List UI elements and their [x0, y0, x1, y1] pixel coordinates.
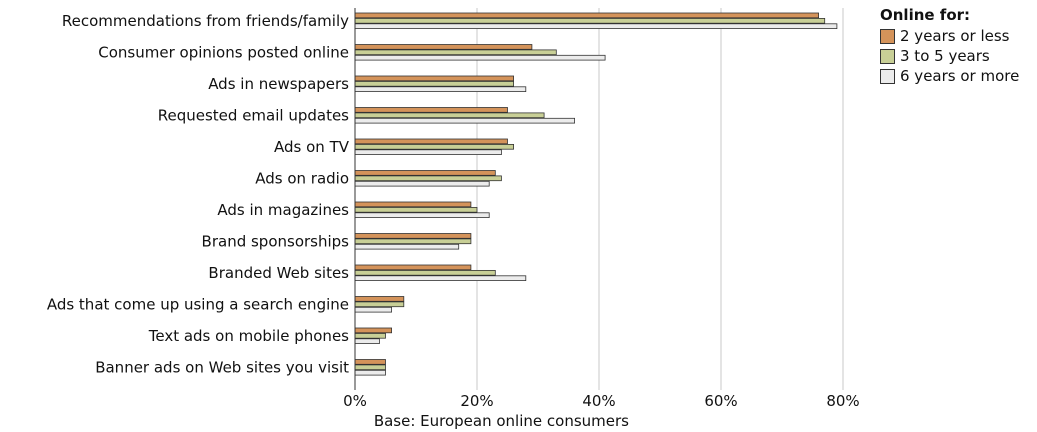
bar — [354, 264, 472, 271]
bar — [354, 81, 515, 87]
legend: Online for: 2 years or less 3 to 5 years… — [880, 6, 1019, 86]
bar — [354, 327, 392, 334]
category-label: Requested email updates — [158, 107, 349, 125]
bar — [354, 180, 490, 187]
bar — [354, 17, 826, 24]
x-tick-label: 60% — [704, 392, 737, 410]
bar — [354, 170, 496, 176]
bar — [354, 269, 496, 276]
x-tick-labels: 0% 20% 40% 60% 80% — [343, 392, 860, 410]
category-label: Branded Web sites — [208, 264, 349, 282]
category-label: Banner ads on Web sites you visit — [95, 359, 349, 377]
bar — [354, 107, 508, 113]
x-tick-label: 80% — [826, 392, 859, 410]
x-tick-label: 20% — [460, 392, 493, 410]
legend-swatch — [880, 68, 895, 84]
x-tick-label: 0% — [343, 392, 367, 410]
base-note: Base: European online consumers — [374, 412, 629, 430]
bar — [354, 12, 820, 19]
category-label: Consumer opinions posted online — [98, 44, 349, 62]
bar — [354, 112, 545, 119]
bar — [354, 75, 515, 82]
bars — [354, 12, 838, 376]
bar — [354, 23, 838, 29]
category-labels: Recommendations from friends/family Consu… — [47, 12, 350, 377]
bar — [354, 338, 380, 344]
bar — [354, 233, 472, 239]
bar — [354, 49, 557, 56]
bar — [354, 44, 533, 50]
bar — [354, 175, 502, 182]
legend-item-3-to-5-years: 3 to 5 years — [880, 46, 1019, 66]
category-label: Ads on radio — [255, 170, 349, 188]
bar — [354, 301, 405, 308]
bar — [354, 54, 606, 61]
bar — [354, 369, 386, 376]
legend-item-2-years-or-less: 2 years or less — [880, 26, 1019, 46]
category-label: Brand sponsorships — [202, 233, 350, 251]
bar — [354, 332, 386, 339]
gridlines — [476, 8, 844, 390]
legend-item-6-years-or-more: 6 years or more — [880, 66, 1019, 86]
bar — [354, 296, 405, 302]
bar — [354, 143, 515, 150]
category-label: Ads that come up using a search engine — [47, 296, 349, 314]
legend-label: 6 years or more — [900, 67, 1020, 85]
bar — [354, 243, 460, 250]
legend-label: 3 to 5 years — [900, 47, 990, 65]
category-label: Ads on TV — [274, 138, 350, 156]
legend-swatch — [880, 48, 895, 64]
bar — [354, 86, 527, 93]
bar — [354, 238, 472, 245]
bar — [354, 359, 386, 365]
bar — [354, 138, 508, 145]
x-tick-label: 40% — [582, 392, 615, 410]
bar — [354, 149, 502, 156]
legend-swatch — [880, 28, 895, 44]
bar — [354, 117, 576, 124]
category-label: Ads in newspapers — [208, 75, 349, 93]
category-label: Ads in magazines — [217, 201, 349, 219]
bar — [354, 206, 478, 213]
category-label: Text ads on mobile phones — [148, 327, 349, 345]
bar — [354, 201, 472, 208]
legend-title: Online for: — [880, 6, 971, 24]
category-label: Recommendations from friends/family — [62, 12, 349, 30]
bar — [354, 275, 527, 281]
bar — [354, 306, 392, 313]
bar — [354, 212, 490, 219]
bar — [354, 364, 386, 371]
legend-label: 2 years or less — [900, 27, 1010, 45]
